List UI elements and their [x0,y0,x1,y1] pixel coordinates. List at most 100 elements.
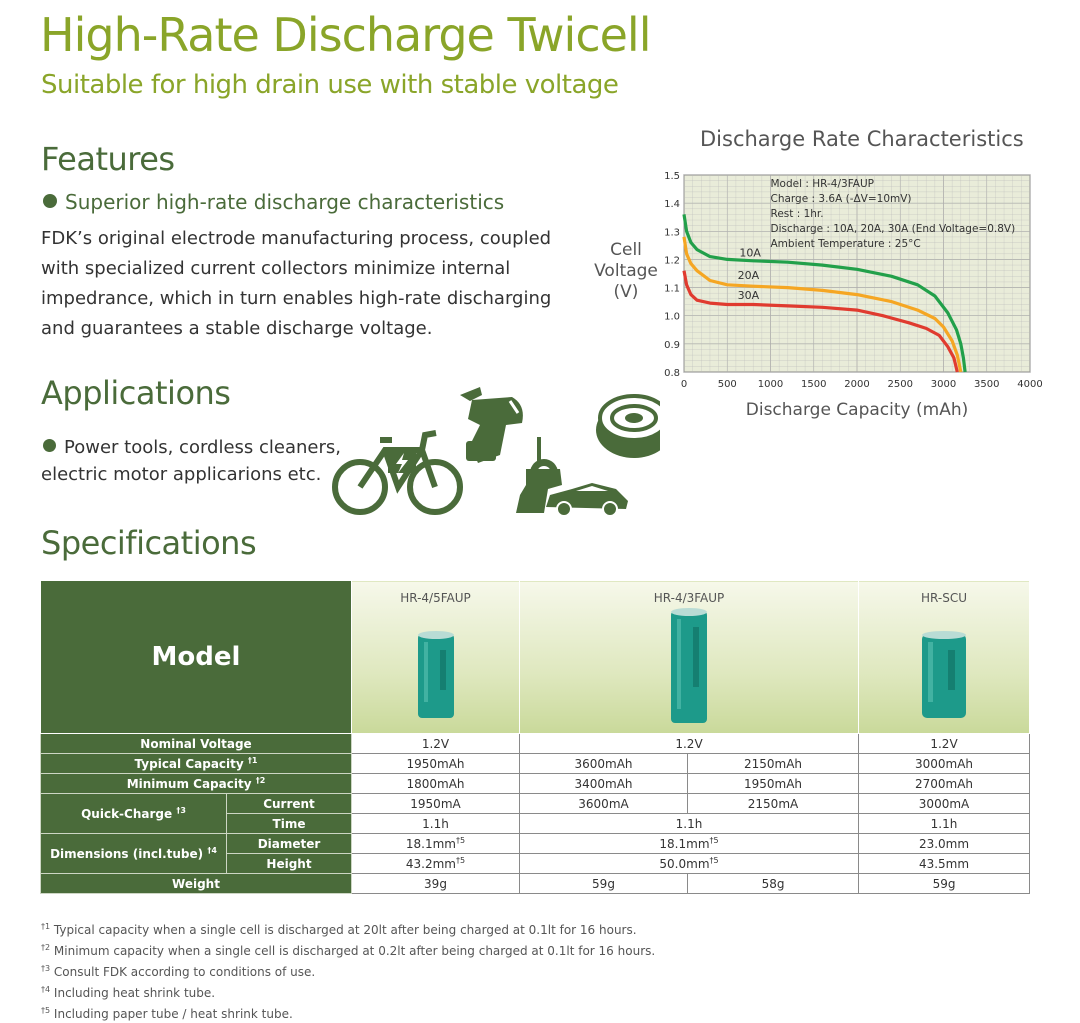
cell-value: 23.0mm [858,833,1031,854]
cell-value: 1950mA [351,793,520,814]
row-sublabel: Diameter [226,833,352,854]
cell-value: 3600mAh [519,753,688,774]
features-bullet: Superior high-rate discharge characteris… [43,190,504,214]
cell-value: 2150mA [686,793,860,814]
series-line-20A [682,236,963,373]
row-label: Quick-Charge †3 [40,793,227,834]
x-axis-label: Discharge Capacity (mAh) [746,400,968,420]
footnote: †1 Typical capacity when a single cell i… [41,922,637,937]
table-row: Quick-Charge †3 Current 1950mA 3600mA 21… [40,793,1031,834]
row-label: Typical Capacity †1 [40,753,352,774]
x-tick-label: 500 [718,379,737,390]
e-bike-icon [332,430,463,515]
x-tick-label: 3500 [974,379,999,390]
table-row: Height 43.2mm†5 50.0mm†5 43.5mm [41,853,1031,874]
battery-icon [417,631,454,718]
discharge-chart: 0.8 0.9 1.0 1.1 1.2 1.3 1.4 1.5 0 500 1000 1500 2000… [594,171,1043,420]
model-name: HR-4/3FAUP [653,591,725,605]
footnote: †5 Including paper tube / heat shrink tu… [41,1006,293,1021]
series-label: 30A [738,289,760,302]
row-label: Nominal Voltage [40,733,352,754]
row-sublabel: Current [226,793,352,814]
cell-value: 1.2V [858,733,1031,754]
series-lines: 10A 20A 30A [682,214,967,373]
annotation-line: Discharge : 10A, 20A, 30A (End Voltage=0… [771,223,1016,235]
features-body: FDK’s original electrode manufacturing p… [41,228,552,339]
y-tick-label: 1.1 [664,284,680,295]
annotation-line: Charge : 3.6A (-ΔV=10mV) [771,193,912,205]
applications-bullet: Power tools, cordless cleaners, [43,437,341,458]
table-row: Dimensions (incl.tube) †4 Diameter 18.1m… [40,833,1031,874]
model-name: HR-4/5FAUP [400,591,471,605]
cell-value: 18.1mm†5 [518,833,860,854]
table-row: Model HR-4/5FAUP HR-4/3FAUP HR-SCU [40,580,1031,734]
tick-labels: 0.8 0.9 1.0 1.1 1.2 1.3 1.4 1.5 0 500 1000 1500 2000… [664,171,1043,390]
cell-value: 3600mA [519,793,688,814]
y-tick-label: 0.8 [664,368,680,379]
y-tick-label: 1.5 [664,171,680,182]
specifications-heading: Specifications [41,524,257,562]
x-tick-label: 2500 [888,379,913,390]
x-tick-label: 2000 [844,379,869,390]
footnotes: †1 Typical capacity when a single cell i… [41,918,655,1023]
y-tick-label: 0.9 [664,340,680,351]
row-label: Dimensions (incl.tube) †4 [40,833,227,874]
series-line-10A [682,214,967,373]
cell-value: 1.1h [351,813,520,834]
spec-table: Model HR-4/5FAUP HR-4/3FAUP HR-SCU [40,580,1031,894]
table-row: Nominal Voltage 1.2V 1.2V 1.2V [40,733,1031,754]
features-heading: Features [41,140,175,178]
annotation-line: Ambient Temperature : 25°C [771,238,921,250]
model-column-hr-4-5faup: HR-4/5FAUP [351,580,520,734]
cell-value: 18.1mm†5 [351,833,520,854]
x-tick-label: 1000 [758,379,783,390]
model-column-hr-4-3faup: HR-4/3FAUP [518,580,860,734]
page-subtitle: Suitable for high drain use with stable … [41,70,619,100]
row-sublabel: Time [226,813,352,834]
cell-value: 2150mAh [686,753,860,774]
cell-value: 3400mAh [519,773,688,794]
cell-value: 1.2V [351,733,520,754]
cell-value: 1.1h [518,813,860,834]
features-bullet-text: Superior high-rate discharge characteris… [65,190,505,214]
table-row: Weight 39g 59g 58g 59g [40,873,1031,894]
cell-value: 39g [351,873,520,894]
table-row: Minimum Capacity †2 1800mAh 3400mAh 1950… [40,773,1031,794]
page-title: High-Rate Discharge Twicell [40,8,651,62]
cell-value: 2700mAh [858,773,1031,794]
cell-value: 1950mAh [686,773,860,794]
model-column-hr-scu: HR-SCU [858,580,1031,734]
footnote: †4 Including heat shrink tube. [41,985,216,1000]
cell-value: 50.0mm†5 [518,853,860,874]
y-tick-label: 1.0 [664,312,680,323]
cell-value: 59g [858,873,1031,894]
row-sublabel: Height [226,853,352,874]
rc-controller-icon [516,437,562,513]
series-line-30A [682,270,959,373]
applications-bullet-text: Power tools, cordless cleaners, [64,437,342,458]
cordless-drill-icon [460,387,523,463]
chart-annotation: Model : HR-4/3FAUP Charge : 3.6A (-ΔV=10m… [771,178,1016,250]
cell-value: 59g [519,873,688,894]
table-row: Typical Capacity †1 1950mAh 3600mAh 2150… [40,753,1031,774]
cell-value: 58g [686,873,860,894]
y-tick-label: 1.2 [664,255,680,266]
battery-icon [671,608,707,723]
y-tick-label: 1.3 [664,227,680,238]
series-label: 20A [738,269,760,282]
cell-value: 1950mAh [351,753,520,774]
model-name: HR-SCU [921,591,967,605]
y-axis-label: Cell Voltage (V) [594,240,658,302]
footnote: †3 Consult FDK according to conditions o… [41,964,316,979]
model-header: Model [40,580,352,734]
cell-value: 1.1h [858,813,1031,834]
footnote: †2 Minimum capacity when a single cell i… [41,943,656,958]
battery-icon [922,631,967,718]
cell-value: 1.2V [518,733,860,754]
x-tick-label: 1500 [801,379,826,390]
x-tick-label: 0 [681,379,687,390]
cell-value: 43.2mm†5 [351,853,520,874]
x-tick-label: 4000 [1017,379,1042,390]
cell-value: 3000mAh [858,753,1031,774]
cell-value: 3000mA [858,793,1031,814]
